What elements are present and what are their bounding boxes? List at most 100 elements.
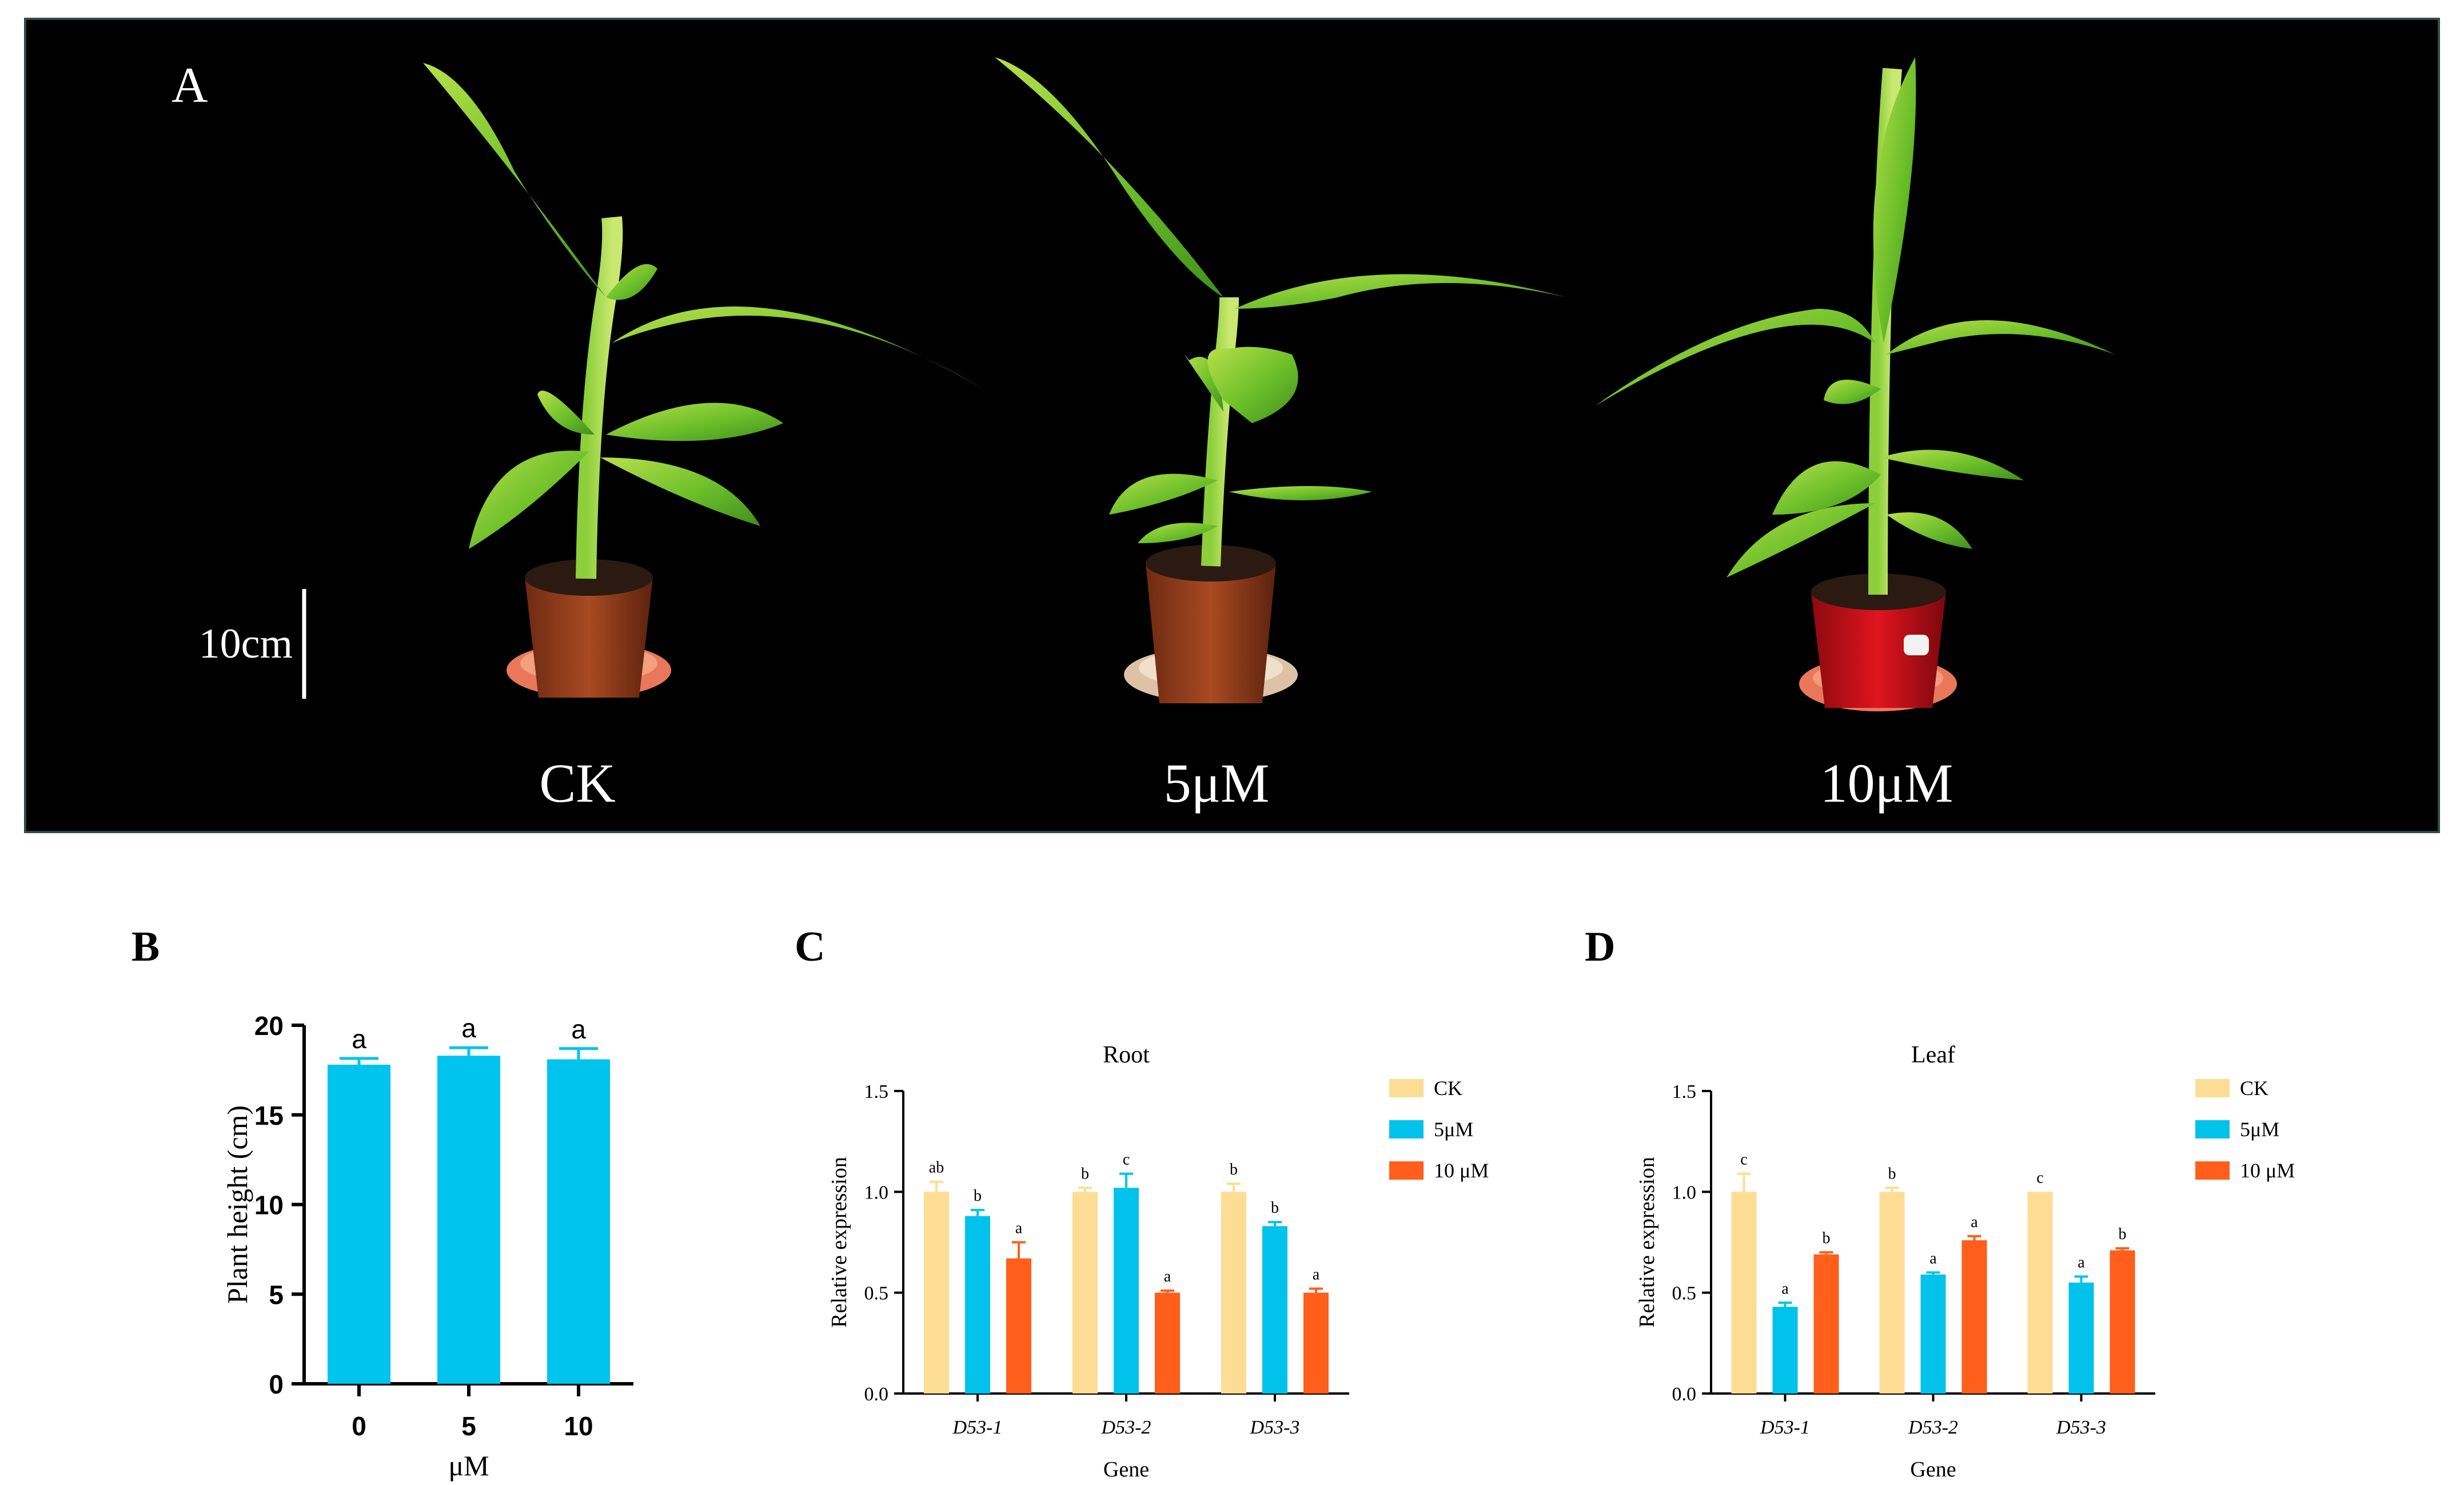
leaf — [423, 63, 606, 297]
plant-label: 10μM — [1820, 753, 1953, 814]
x-tick-label: D53-2 — [1908, 1417, 1958, 1438]
leaf — [1873, 57, 1916, 343]
x-axis-title: Gene — [1103, 1458, 1149, 1482]
x-tick-label: D53-1 — [1760, 1417, 1810, 1438]
y-tick-label: 1.0 — [1672, 1182, 1697, 1203]
bar — [2068, 1283, 2094, 1394]
y-tick-label: 0.5 — [864, 1283, 889, 1304]
y-axis-title: Relative expression — [1635, 1157, 1659, 1328]
y-tick-label: 1.5 — [1672, 1081, 1697, 1102]
legend-swatch — [1389, 1161, 1424, 1180]
panel-a: A 10cm CK — [24, 18, 2440, 833]
bar — [1303, 1292, 1329, 1394]
bar — [924, 1192, 949, 1394]
bar — [1262, 1226, 1287, 1394]
x-axis-title: μM — [448, 1450, 489, 1482]
panel-d-label: D — [1585, 923, 1615, 970]
bar — [1961, 1240, 1987, 1394]
sig-label: b — [1888, 1165, 1896, 1183]
chart-title: Root — [1103, 1042, 1150, 1068]
legend-label: CK — [2240, 1077, 2268, 1100]
sig-label: a — [1781, 1280, 1789, 1297]
chart-c: Root 0.0 0.5 1.0 1.5 ab b a D53-1 b c a D53-2 b b a D53-… — [827, 1042, 1489, 1482]
bar — [1155, 1292, 1180, 1394]
sig-label: a — [461, 1013, 476, 1043]
sig-label: a — [352, 1024, 366, 1054]
sig-label: ab — [929, 1159, 944, 1177]
y-tick-label: 20 — [254, 1011, 284, 1041]
y-tick-label: 5 — [269, 1280, 284, 1309]
bar — [437, 1056, 500, 1384]
sig-label: c — [1123, 1151, 1130, 1169]
sig-label: a — [1015, 1220, 1023, 1237]
stem — [576, 216, 623, 579]
bar — [2110, 1250, 2135, 1394]
plant-ck: CK — [423, 63, 983, 814]
legend-label: 10 μM — [2240, 1159, 2295, 1182]
x-tick-label: D53-3 — [1250, 1417, 1300, 1438]
bar — [328, 1064, 390, 1384]
sig-label: a — [1971, 1213, 1978, 1231]
sig-label: a — [1164, 1268, 1171, 1285]
y-tick-label: 1.0 — [864, 1182, 889, 1203]
y-tick-label: 0 — [269, 1369, 284, 1399]
sig-label: a — [1313, 1266, 1320, 1284]
legend-swatch — [2195, 1079, 2230, 1097]
bar — [2027, 1192, 2053, 1394]
y-tick-label: 10 — [254, 1191, 284, 1220]
y-tick-label: 15 — [254, 1101, 284, 1130]
sig-label: b — [974, 1187, 982, 1205]
pot — [1146, 563, 1276, 703]
legend-label: 10 μM — [1434, 1159, 1489, 1182]
y-axis-title: Plant height (cm) — [221, 1105, 253, 1304]
bar — [1920, 1274, 1946, 1394]
panel-a-label: A — [172, 58, 208, 113]
bar — [1072, 1192, 1098, 1394]
x-tick-label: 5 — [461, 1411, 476, 1441]
plant-label: 5μM — [1164, 753, 1270, 814]
sig-label: b — [1823, 1229, 1831, 1247]
legend-swatch — [1389, 1120, 1424, 1138]
sig-label: a — [571, 1014, 586, 1044]
legend-label: CK — [1434, 1077, 1462, 1100]
x-tick-label: 10 — [564, 1411, 593, 1441]
legend-label: 5μM — [2240, 1118, 2279, 1141]
sig-label: b — [2119, 1225, 2127, 1243]
sig-label: c — [2036, 1169, 2043, 1187]
x-axis-title: Gene — [1910, 1458, 1956, 1482]
x-tick-label: D53-3 — [2056, 1417, 2106, 1438]
x-tick-label: 0 — [352, 1411, 366, 1441]
sig-label: a — [2078, 1253, 2085, 1271]
bar — [547, 1059, 610, 1384]
panel-b-label: B — [131, 923, 160, 970]
bar — [1879, 1192, 1905, 1394]
scale-bar-label: 10cm — [199, 620, 293, 667]
pot — [1811, 592, 1946, 708]
bar — [965, 1216, 990, 1394]
bar — [1813, 1254, 1839, 1394]
legend-label: 5μM — [1434, 1118, 1473, 1141]
panel-c-label: C — [795, 923, 825, 970]
bar — [1772, 1307, 1798, 1394]
plant-label: CK — [539, 753, 615, 814]
sig-label: c — [1740, 1151, 1747, 1169]
sig-label: b — [1271, 1199, 1279, 1217]
leaf — [995, 57, 1223, 297]
bar — [1114, 1188, 1139, 1394]
y-tick-label: 0.5 — [1672, 1283, 1697, 1304]
legend-swatch — [2195, 1120, 2230, 1138]
pot — [525, 578, 653, 698]
sig-label: a — [1929, 1249, 1937, 1267]
plant-10um: 10μM — [1595, 57, 2115, 814]
x-tick-label: D53-2 — [1101, 1417, 1151, 1438]
chart-d: Leaf 0.0 0.5 1.0 1.5 c a b D53-1 b a a D53-2 c a b D53-3… — [1635, 1042, 2295, 1482]
legend-swatch — [2195, 1161, 2230, 1180]
y-tick-label: 1.5 — [864, 1081, 889, 1102]
photo-background — [24, 18, 2440, 833]
bar — [1006, 1258, 1031, 1394]
sig-label: b — [1081, 1165, 1089, 1183]
bar — [1221, 1192, 1246, 1394]
chart-b: 0 5 10 15 20 a 0 a 5 a 10 μM Plant height (cm) — [221, 1011, 633, 1482]
x-tick-label: D53-1 — [952, 1417, 1003, 1438]
